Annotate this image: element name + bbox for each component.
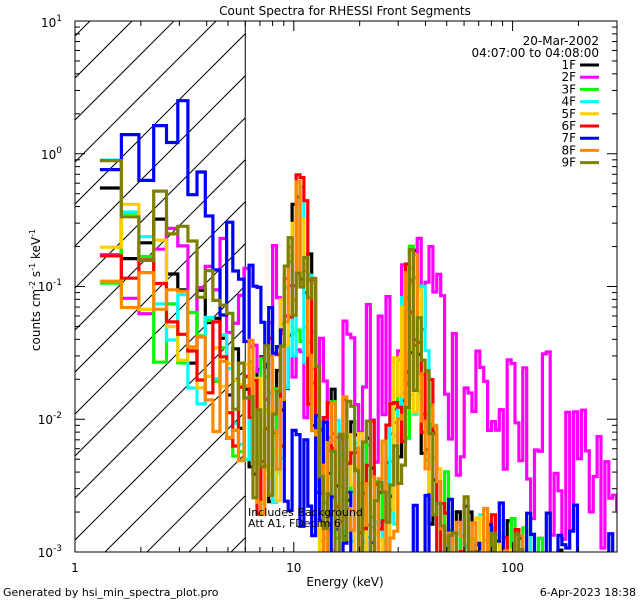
x-tick-label-1: 1 [71,561,79,575]
excluded-energy-hatch [75,21,245,552]
legend-label-9F: 9F [561,156,576,170]
y-tick-label: 10-3 [38,544,62,560]
legend-label-3F: 3F [561,82,576,96]
hatch-line [75,201,245,373]
axis-ticks [74,20,618,553]
y-tick-label: 101 [41,14,62,30]
series-7F-line [99,99,615,552]
y-axis-label: counts cm-2 s-1 keV-1 [28,229,43,351]
legend-label-5F: 5F [561,107,576,121]
footer-generated-by: Generated by hsi_min_spectra_plot.pro [3,586,219,599]
legend-label-4F: 4F [561,95,576,109]
footer-timestamp: 6-Apr-2023 18:38 [540,586,636,599]
x-tick-label-10: 10 [286,561,301,575]
x-axis-label: Energy (keV) [306,575,383,589]
hatch-line [75,21,217,163]
annotation-attenuator: Att A1, FDecim 6 [248,517,341,530]
spectra-series [99,99,617,552]
legend-label-6F: 6F [561,119,576,133]
hatch-line [75,159,245,331]
x-tick-label-100: 100 [501,561,524,575]
hatch-line [75,21,91,37]
legend-label-8F: 8F [561,143,576,157]
hatch-line [75,33,245,205]
hatch-line [75,243,245,415]
hatch-line [75,75,245,247]
hatch-line [75,117,245,289]
time-range-label: 04:07:00 to 04:08:00 [472,46,599,60]
y-tick-label: 10-1 [38,278,62,294]
hatch-line [75,21,175,121]
legend-label-7F: 7F [561,131,576,145]
y-tick-label: 100 [41,146,62,162]
hatch-line [146,453,245,552]
hatch-line [75,21,133,79]
annotation-background: Includes Background [248,506,363,519]
hatch-line [75,327,245,499]
date-label: 20-Mar-2002 [523,34,599,48]
legend-label-2F: 2F [561,70,576,84]
hatch-line [75,369,245,541]
series-9F-line [99,159,525,552]
y-tick-label: 10-2 [38,411,62,427]
hatch-line [104,411,245,552]
legend-label-1F: 1F [561,58,576,72]
y-tick-labels: 10-3 10-2 10-1 100 101 [38,14,63,560]
chart-title: Count Spectra for RHESSI Front Segments [219,4,471,18]
